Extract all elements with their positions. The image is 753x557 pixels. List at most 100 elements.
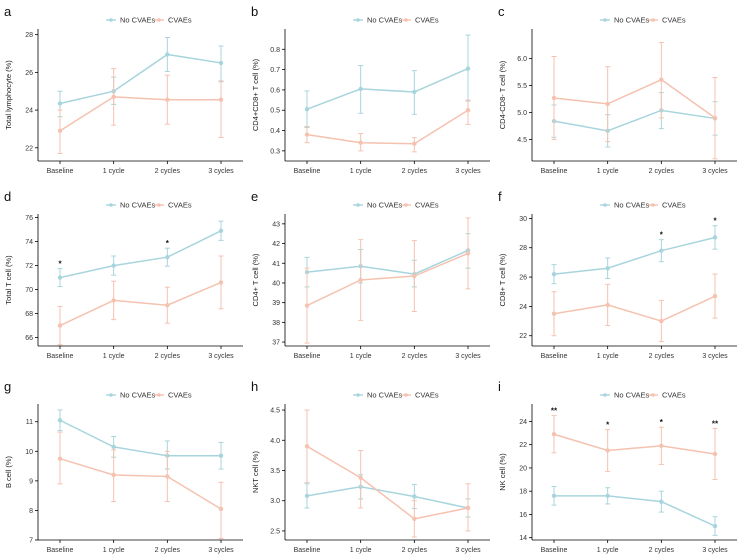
legend-marker <box>109 18 113 22</box>
y-axis-label: CD4-CD8- T cell (%) <box>498 60 507 129</box>
series-cvaes <box>551 273 718 343</box>
series-no-cvaes <box>304 233 471 288</box>
y-tick-label: 28 <box>25 32 33 39</box>
y-tick-label: 22 <box>25 145 33 152</box>
legend-label: No CVAEs <box>367 201 403 210</box>
panel-label: d <box>4 189 11 204</box>
panel-c: c 4.5 5.0 5.5 6.0 Baseline 1 cycle 2 cycles 3 cy… <box>498 4 737 175</box>
data-point <box>551 311 557 316</box>
data-point <box>358 140 363 145</box>
data-point <box>304 444 310 449</box>
data-point <box>111 263 116 268</box>
data-point <box>551 95 557 101</box>
x-tick-label: Baseline <box>294 168 321 175</box>
series-line <box>59 230 222 279</box>
y-tick-label: 0.5 <box>270 108 280 115</box>
data-point <box>57 101 63 106</box>
series-line <box>553 78 716 119</box>
x-tick-label: 3 cycles <box>208 168 234 175</box>
legend-label: CVAEs <box>168 201 192 210</box>
panel-label: g <box>4 379 11 394</box>
panel-d: d 66 68 70 72 74 76 Baseline 1 cycle 2 cycles 3 cy… <box>4 189 243 360</box>
y-tick-label: 39 <box>272 300 280 307</box>
series-no-cvaes <box>57 36 224 118</box>
data-point <box>358 86 363 92</box>
series-no-cvaes <box>57 409 224 470</box>
data-point <box>304 303 310 308</box>
legend-label: No CVAEs <box>120 391 156 400</box>
data-point <box>218 97 224 102</box>
series-cvaes <box>57 68 224 154</box>
data-point <box>412 494 417 499</box>
data-point <box>358 475 363 480</box>
y-tick-label: 5.5 <box>517 83 527 90</box>
y-tick-label: 3.5 <box>270 468 280 475</box>
x-tick-label: Baseline <box>541 547 568 554</box>
legend-label: CVAEs <box>415 201 439 210</box>
significance-mark: * <box>58 260 62 269</box>
x-tick-label: 1 cycle <box>103 547 125 554</box>
series-line <box>306 486 469 509</box>
data-point <box>551 271 557 277</box>
data-point <box>551 493 557 499</box>
panel-e: e 37 38 39 40 41 42 43 Baseline 1 cycle 2 cycles 3 … <box>251 189 490 360</box>
y-tick-label: 10 <box>25 449 33 456</box>
legend-marker <box>404 393 408 397</box>
significance-mark: * <box>713 217 717 226</box>
legend-marker <box>651 18 655 22</box>
data-point <box>57 275 63 280</box>
series-cvaes <box>57 255 224 346</box>
panel-i: i 14 16 18 20 22 24 Baseline 1 cycle 2 cycles 3 cy… <box>498 379 737 554</box>
x-tick-label: 2 cycles <box>402 547 428 554</box>
panel-label: e <box>251 189 258 204</box>
x-tick-label: 1 cycle <box>103 168 125 175</box>
x-tick-label: Baseline <box>541 353 568 360</box>
significance-mark: * <box>660 418 664 427</box>
legend-marker <box>651 203 655 207</box>
series-line <box>306 252 469 307</box>
y-tick-label: 0.3 <box>270 148 280 155</box>
x-tick-label: Baseline <box>47 168 74 175</box>
data-point <box>165 303 170 308</box>
legend-marker <box>157 18 161 22</box>
series-no-cvaes <box>57 220 224 288</box>
panel-label: c <box>498 4 505 19</box>
y-axis-label: B cell (%) <box>4 455 13 488</box>
panel-h: h 2.5 3.0 3.5 4.0 4.5 Baseline 1 cycle 2 cycles 3… <box>251 379 490 554</box>
y-tick-label: 0.6 <box>270 87 280 94</box>
data-point <box>165 52 170 57</box>
legend-marker <box>109 203 113 207</box>
data-point <box>605 448 610 453</box>
legend-marker <box>404 203 408 207</box>
data-point <box>659 318 664 324</box>
panel-label: b <box>251 4 258 19</box>
y-tick-label: 38 <box>272 320 280 327</box>
panel-label: i <box>498 379 501 394</box>
x-tick-label: 1 cycle <box>103 353 125 360</box>
x-tick-label: 3 cycles <box>455 168 481 175</box>
y-tick-label: 26 <box>519 275 527 282</box>
series-cvaes <box>57 431 224 540</box>
series-line <box>306 445 469 520</box>
legend-marker <box>603 203 607 207</box>
y-tick-label: 22 <box>519 333 527 340</box>
y-tick-label: 66 <box>25 335 33 342</box>
legend-marker <box>109 393 113 397</box>
legend-marker <box>356 203 360 207</box>
legend-label: No CVAEs <box>614 391 650 400</box>
data-point <box>57 418 63 423</box>
data-point <box>412 141 417 146</box>
significance-mark: ** <box>712 419 719 428</box>
y-tick-label: 40 <box>272 280 280 287</box>
data-point <box>712 523 718 529</box>
series-line <box>59 96 221 132</box>
y-tick-label: 24 <box>519 419 527 426</box>
x-tick-label: 1 cycle <box>350 353 372 360</box>
y-tick-label: 4.5 <box>270 408 280 415</box>
data-point <box>218 506 224 512</box>
legend-label: No CVAEs <box>614 201 650 210</box>
y-tick-label: 42 <box>272 241 280 248</box>
series-line <box>59 457 222 510</box>
series-no-cvaes <box>551 486 718 536</box>
